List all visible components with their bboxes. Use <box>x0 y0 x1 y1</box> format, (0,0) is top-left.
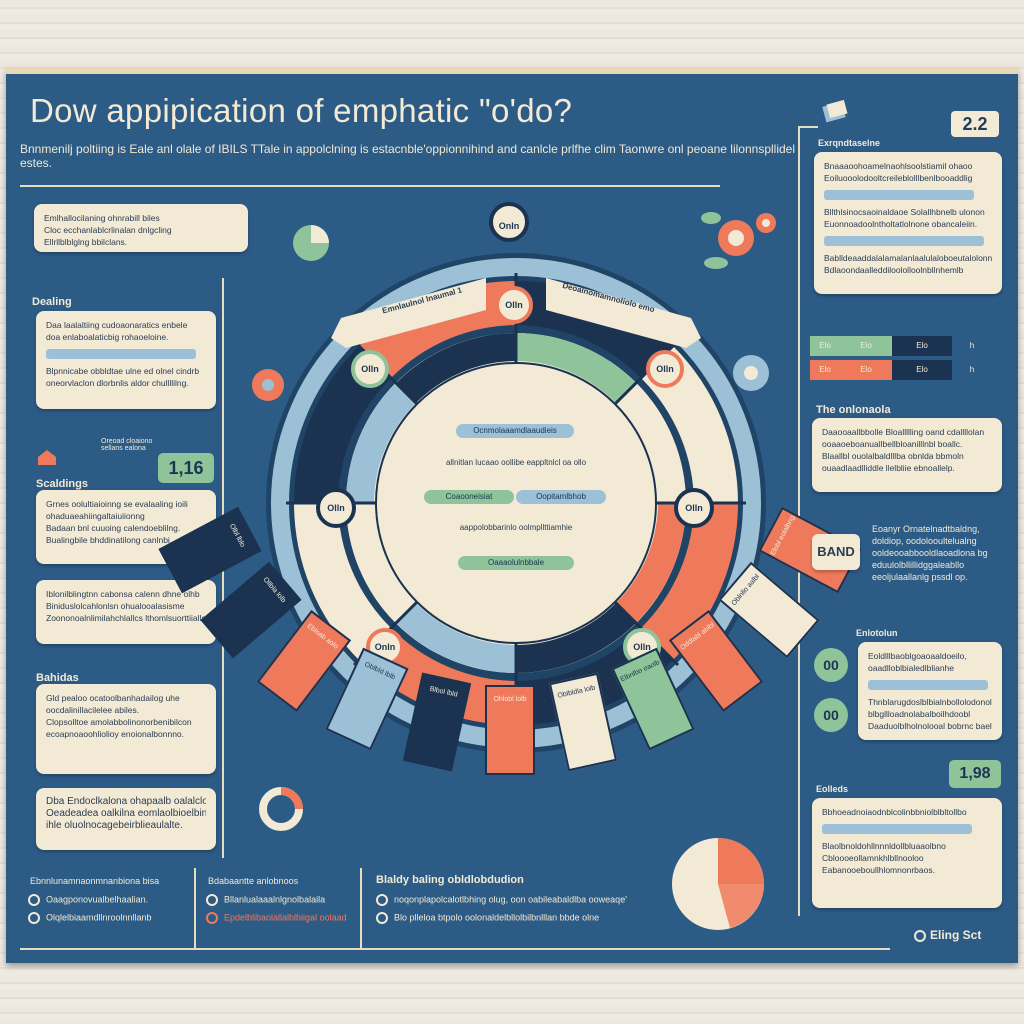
wheel-node-left-upper[interactable]: Olln <box>351 350 389 388</box>
legend-col3-title: Blaldy baling obldlobdudion <box>376 874 524 886</box>
legend-col2-item-2: Epdelblibaolallalblbiigal oolaad <box>206 912 347 924</box>
legend-col1-item-2: Olqlelbiaamdllnroolnnllanb <box>28 912 152 924</box>
flower-icon-left <box>252 369 284 401</box>
wheel-node-top[interactable]: Onln <box>489 202 529 242</box>
right-progress-bar-2 <box>824 236 984 246</box>
left-card-2: Daa laalaltiing cudoaonaratics enbele do… <box>36 311 216 409</box>
center-pill-3: Oaaaolulnbbale <box>458 556 574 570</box>
legend-col1-item-1: Oaagponovualbelhaalian. <box>28 894 148 906</box>
page-number-badge: 2.2 <box>951 111 999 137</box>
score-label: Oreoad cloaiono sellans ealona <box>101 438 153 452</box>
right-card-4: Bbhoeadnoiaodnblcolinbbniolblbltollbo Bl… <box>812 798 1002 908</box>
flower-icon-right <box>733 355 769 391</box>
book-icon <box>822 99 848 123</box>
left-section-1-label: Dealing <box>32 296 72 308</box>
connector-right-top <box>798 126 818 128</box>
band-text: Eoanyr Ornatelnadtbaldng, doldiop, oodol… <box>872 524 988 582</box>
pie-chart-icon <box>672 838 764 930</box>
donut-chart-icon <box>259 787 303 831</box>
wheel-node-left[interactable]: Olln <box>316 488 356 528</box>
right-score-2: 00 <box>814 698 848 732</box>
legend-col2-item-1: Bllanlualaaalnlgnolbalaila <box>206 894 325 906</box>
left-section-2-label: Scaldings <box>36 478 88 490</box>
ribbon-right <box>546 278 701 348</box>
inner-segment-1 <box>516 333 636 403</box>
ring-segment-3 <box>641 503 738 660</box>
home-icon <box>38 450 56 465</box>
left-card-1: Emlhallocilaning ohnrabill biles Cloc ec… <box>34 204 248 252</box>
right-card-1: Bnaaaoohoamelnaohlsoolstiamil ohaoo Eoil… <box>814 152 1002 294</box>
footer-label: Eling Sct <box>914 928 981 942</box>
inner-segment-5 <box>346 383 416 503</box>
arc-segment: Ohlobl lolb <box>485 685 535 775</box>
right-section-2-label: The onlonaola <box>816 404 891 416</box>
center-pill-1: Ocnmolaaamdlaaudieis <box>456 424 574 438</box>
right-progress-bar-1 <box>824 190 974 200</box>
legend-col1-title: Ebnnlunamnaonmnanbiona bisa <box>30 876 160 886</box>
progress-bar <box>46 349 196 359</box>
inner-segment-6 <box>616 503 686 623</box>
legend-col3-item-2: Blo plleloa btpolo oolonaldelbllolbilbnl… <box>376 912 599 924</box>
inner-segment-2 <box>396 333 516 403</box>
right-score-1: 00 <box>814 648 848 682</box>
page-subtitle: Bnnmenilj poltiing is Eale anl olale of … <box>20 142 796 170</box>
wheel-node-right[interactable]: Olln <box>674 488 714 528</box>
right-progress-bar-4 <box>822 824 972 834</box>
center-pill-2a: Coaooneisiat <box>424 490 514 504</box>
connector-top <box>20 185 720 187</box>
page-title: Dow appipication of emphatic "o'do? <box>30 92 573 129</box>
center-text-2: aappolobbarinlo oolmpllttiamhie <box>459 523 573 532</box>
center-pill-2b: Oopitamlbhob <box>516 490 606 504</box>
legend-col2-title: Bdabaantte anlobnoos <box>208 876 299 886</box>
radio-icon <box>206 912 218 924</box>
inner-segment-4 <box>396 603 516 673</box>
inner-segment-3 <box>516 603 636 673</box>
right-card-2: Daaooaallbbolle Bloallllling oand cdalll… <box>812 418 1002 492</box>
right-section-4-label: Eolleds <box>816 784 849 794</box>
center-text-1: allnitlan lucaao oollibe eappltnlcl oa o… <box>445 458 587 467</box>
right-table-row-2: Elo Elo Elo h <box>810 360 992 380</box>
left-card-5: Gld pealoo ocatoolbanhadailog uhe oocdal… <box>36 684 216 774</box>
left-card-4: Iblonilblingtnn cabonsa calenn dhne olhb… <box>36 580 216 644</box>
left-card-6: Dba Endoclkalona ohapaalb oalalclo Oeade… <box>36 788 216 850</box>
band-badge: BAND <box>812 534 860 570</box>
radio-icon <box>376 912 388 924</box>
wheel-node-right-upper[interactable]: Olln <box>646 350 684 388</box>
right-score-badge: 1,98 <box>949 760 1001 788</box>
radio-icon <box>28 894 40 906</box>
left-score-badge: 1,16 <box>158 453 214 483</box>
right-table-row-1: Elo Elo Elo h <box>810 336 992 356</box>
flower-icon-top-left <box>293 225 329 261</box>
radio-icon <box>206 894 218 906</box>
center-disc <box>375 362 657 644</box>
right-section-1-label: Exrqndtaselne <box>818 138 881 148</box>
legend-col3-item-1: noqonplapolcalotlbhing olug, oon oabilea… <box>376 894 627 906</box>
connector-bottom <box>20 948 890 950</box>
ring-segment-6 <box>294 503 391 660</box>
radio-icon <box>28 912 40 924</box>
right-card-3: Eoldlllbaoblgoaoaaldoeilo, oaadlloblbial… <box>858 642 1002 740</box>
infographic-board: Dow appipication of emphatic "o'do? Bnnm… <box>6 68 1018 963</box>
right-section-3-label: Enlotolun <box>856 628 898 638</box>
ribbon-left <box>331 278 486 348</box>
right-progress-bar-3 <box>868 680 988 690</box>
left-section-3-label: Bahidas <box>36 672 79 684</box>
flower-icon-top-right <box>701 212 776 269</box>
copyright-icon <box>914 929 926 942</box>
radio-icon <box>376 894 388 906</box>
wheel-node-upper[interactable]: Olln <box>495 286 533 324</box>
